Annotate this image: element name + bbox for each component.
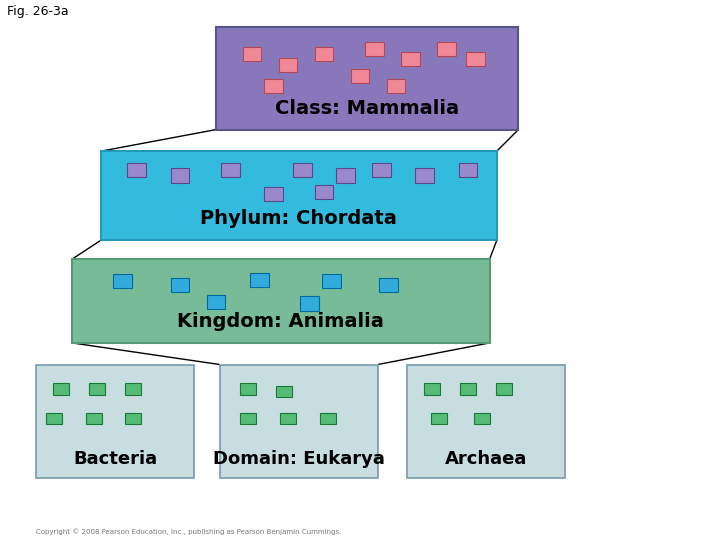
Bar [431,413,447,424]
Text: Domain: Eukarya: Domain: Eukarya [213,450,384,468]
Bar [264,187,283,201]
Bar [407,364,565,478]
Bar [86,413,102,424]
Bar [171,168,189,183]
Bar [216,27,518,130]
Bar [322,274,341,288]
Bar [365,42,384,56]
Bar [101,151,497,240]
Bar [113,274,132,288]
Bar [125,383,141,395]
Bar [336,168,355,183]
Bar [221,163,240,177]
Bar [415,168,434,183]
Bar [276,386,292,397]
Bar [207,295,225,309]
Bar [387,79,405,93]
Bar [72,259,490,343]
Bar [53,383,69,395]
Bar [280,413,296,424]
Bar [459,163,477,177]
Bar [320,413,336,424]
Bar [474,413,490,424]
Bar [466,52,485,66]
Text: Fig. 26-3a: Fig. 26-3a [7,5,69,18]
Bar [460,383,476,395]
Bar [125,413,141,424]
Bar [240,383,256,395]
Bar [264,79,283,93]
Bar [250,273,269,287]
Text: Copyright © 2008 Pearson Education, Inc., publishing as Pearson Benjamin Cumming: Copyright © 2008 Pearson Education, Inc.… [36,528,341,535]
Bar [351,69,369,83]
Bar [46,413,62,424]
Bar [496,383,512,395]
Bar [379,278,398,292]
Bar [240,413,256,424]
Text: Kingdom: Animalia: Kingdom: Animalia [177,312,384,331]
Bar [315,47,333,61]
Text: Phylum: Chordata: Phylum: Chordata [200,210,397,228]
Bar [127,163,146,177]
Bar [315,185,333,199]
Text: Archaea: Archaea [445,450,527,468]
Bar [372,163,391,177]
Text: Class: Mammalia: Class: Mammalia [275,99,459,118]
Bar [300,296,319,310]
Bar [401,52,420,66]
Text: Bacteria: Bacteria [73,450,157,468]
Bar [279,58,297,72]
Bar [243,47,261,61]
Bar [220,364,378,478]
Bar [89,383,105,395]
Bar [424,383,440,395]
Bar [171,278,189,292]
Bar [36,364,194,478]
Bar [293,163,312,177]
Bar [437,42,456,56]
